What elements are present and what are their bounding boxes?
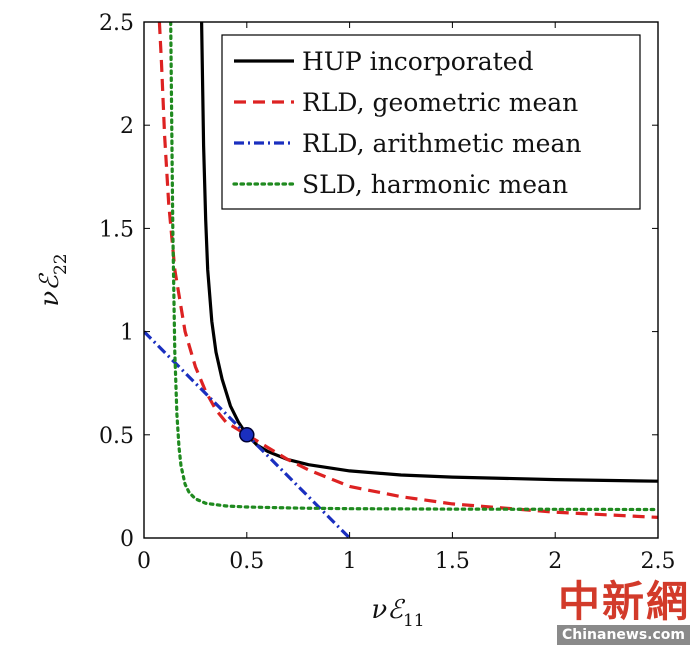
- legend: HUP incorporated RLD, geometric mean RLD, …: [221, 34, 641, 210]
- axis-ticks: 0 0.5 1 1.5 2 2.5 0 0.5 1 1.5 2 2.5: [99, 11, 676, 574]
- series-line-rld-geometric-mean: [157, 22, 658, 519]
- y-tick-label: 2: [120, 114, 134, 139]
- plot-markers: [239, 427, 255, 443]
- x-tick-label: 1.5: [435, 549, 470, 574]
- x-tick-label: 1: [343, 549, 357, 574]
- plot-frame: [143, 21, 659, 539]
- watermark: 中新網 Chinanews.com: [556, 577, 690, 645]
- x-tick-label: 2: [548, 549, 562, 574]
- legend-label: HUP incorporated: [302, 47, 534, 76]
- y-tick-label: 2.5: [99, 11, 134, 36]
- legend-box: [221, 34, 641, 210]
- highlight-point: [239, 427, 255, 443]
- y-tick-label: 0.5: [99, 424, 134, 449]
- y-axis-label-sub: 22: [51, 253, 71, 275]
- watermark-english: Chinanews.com: [556, 625, 690, 645]
- x-tick-label: 2.5: [641, 549, 676, 574]
- y-tick-label: 1: [120, 321, 134, 346]
- y-axis-label: νℰ22: [35, 253, 71, 306]
- x-tick-label: 0: [137, 549, 151, 574]
- x-axis-label: νℰ11: [371, 595, 424, 631]
- x-axis-label-sub: 11: [403, 611, 425, 631]
- legend-label: SLD, harmonic mean: [302, 170, 568, 199]
- legend-label: RLD, arithmetic mean: [302, 129, 581, 158]
- y-axis-label-main: νℰ: [35, 273, 65, 307]
- y-tick-label: 1.5: [99, 217, 134, 242]
- y-tick-label: 0: [120, 527, 134, 552]
- legend-label: RLD, geometric mean: [302, 88, 578, 117]
- series-line-sld-harmonic-mean: [169, 22, 658, 512]
- x-tick-label: 0.5: [229, 549, 264, 574]
- watermark-chinese: 中新網: [557, 577, 690, 626]
- x-axis-label-main: νℰ: [371, 595, 405, 625]
